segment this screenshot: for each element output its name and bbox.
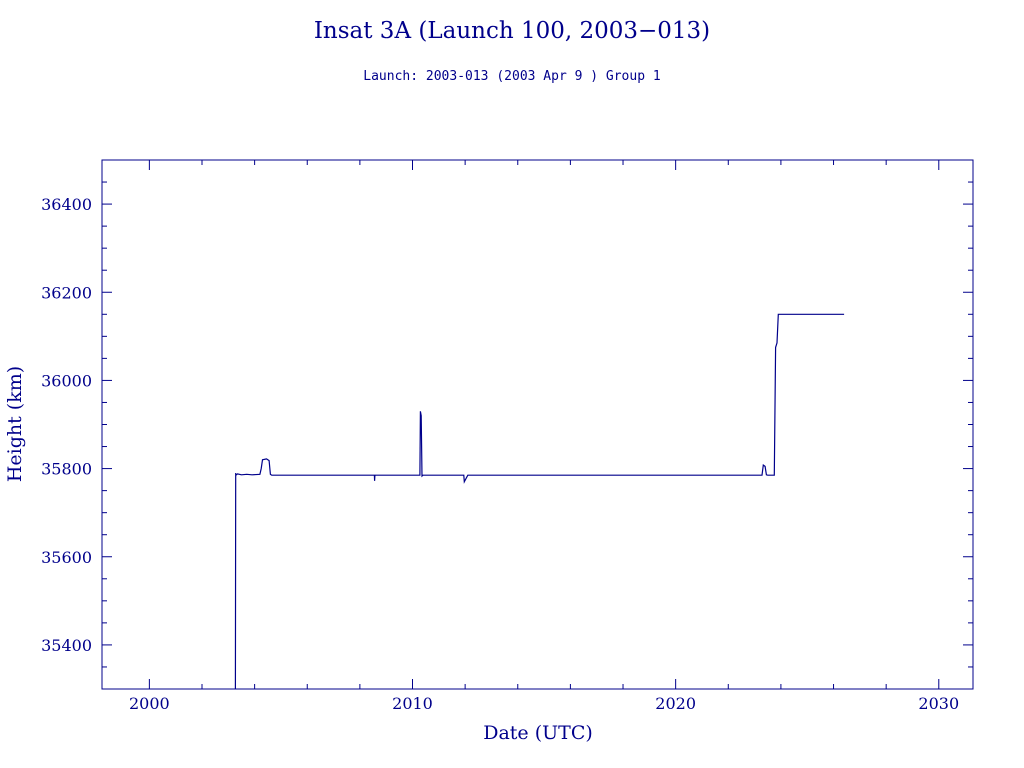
x-tick-label: 2000 [129, 694, 170, 713]
y-tick-label: 36200 [41, 283, 92, 302]
y-tick-label: 35400 [41, 636, 92, 655]
y-axis-label: Height (km) [4, 366, 26, 482]
chart-title: Insat 3A (Launch 100, 2003−013) [314, 18, 710, 44]
series-line [234, 313, 845, 690]
data-series [234, 313, 845, 690]
chart-subtitle: Launch: 2003-013 (2003 Apr 9 ) Group 1 [363, 69, 660, 84]
y-tick-label: 35600 [41, 548, 92, 567]
y-tick-label: 36000 [41, 371, 92, 390]
x-axis-label: Date (UTC) [483, 722, 593, 744]
x-tick-label: 2010 [392, 694, 433, 713]
x-tick-label: 2020 [655, 694, 696, 713]
x-tick-label: 2030 [918, 694, 959, 713]
y-tick-label: 35800 [41, 460, 92, 479]
axis-ticks [102, 159, 973, 690]
y-tick-label: 36400 [41, 195, 92, 214]
tick-labels: 2000 2010 2020 2030 35400 35600 35800 36000 3620… [41, 195, 959, 713]
